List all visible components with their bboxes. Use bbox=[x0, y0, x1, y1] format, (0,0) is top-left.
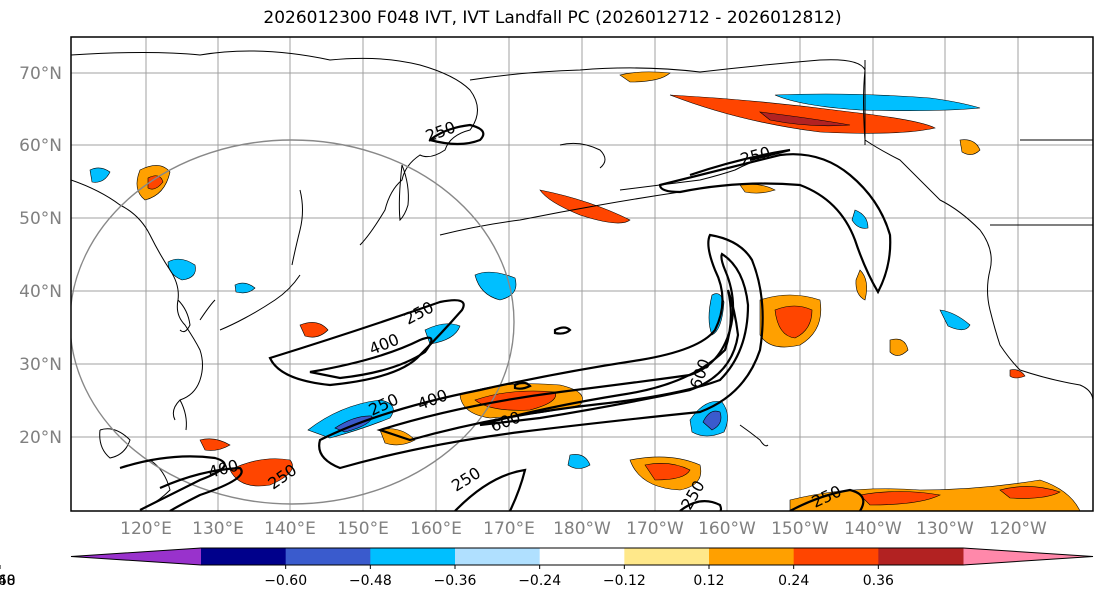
colorbar-tick-label: −0.60 bbox=[264, 573, 307, 589]
lat-tick-label: 70°N bbox=[19, 64, 62, 84]
colorbar-tick-label: 0.48 bbox=[0, 573, 16, 589]
negative-pc-field bbox=[89, 93, 981, 469]
longitude-labels: 120°E 130°E 140°E 150°E 160°E 170°E 180°W 170°W… bbox=[120, 519, 1047, 539]
lon-tick-label: 130°E bbox=[192, 519, 244, 539]
lon-tick-label: 140°E bbox=[264, 519, 316, 539]
gridlines bbox=[71, 37, 1093, 511]
lon-tick-label: 170°W bbox=[626, 519, 684, 539]
colorbar-tick-label: 0.60 bbox=[0, 573, 16, 589]
lat-tick-label: 40°N bbox=[19, 282, 62, 302]
colorbar-segment bbox=[455, 548, 541, 565]
colorbar-outline bbox=[70, 547, 1094, 566]
colorbar-segment bbox=[539, 548, 625, 565]
lon-tick-label: 120°W bbox=[989, 519, 1047, 539]
lon-tick-label: 170°E bbox=[483, 519, 535, 539]
coastlines bbox=[71, 50, 1093, 506]
latitude-labels: 70°N 60°N 50°N 40°N 30°N 20°N bbox=[19, 64, 62, 448]
colorbar-segment bbox=[285, 548, 371, 565]
lat-tick-label: 50°N bbox=[19, 209, 62, 229]
colorbar-tick-label: 0.12 bbox=[693, 573, 724, 589]
lon-tick-label: 140°W bbox=[844, 519, 902, 539]
lat-tick-label: 30°N bbox=[19, 355, 62, 375]
colorbar-extend-min bbox=[71, 548, 201, 565]
positive-pc-field bbox=[136, 71, 1081, 511]
colorbar-tick-label: −0.48 bbox=[349, 573, 392, 589]
colorbar-segment bbox=[793, 548, 879, 565]
colorbar-tick-label: 0.24 bbox=[778, 573, 809, 589]
lon-tick-label: 160°W bbox=[698, 519, 756, 539]
colorbar-segment bbox=[878, 548, 964, 565]
ivt-contours bbox=[71, 123, 892, 511]
colorbar-segment bbox=[624, 548, 710, 565]
colorbar-segment bbox=[370, 548, 456, 565]
lon-tick-label: 160°E bbox=[410, 519, 462, 539]
map-frame bbox=[70, 36, 1094, 512]
map-title: 2026012300 F048 IVT, IVT Landfall PC (20… bbox=[263, 8, 842, 28]
colorbar-extend-max bbox=[963, 548, 1093, 565]
lat-tick-label: 20°N bbox=[19, 428, 62, 448]
colorbar-tick-label: −0.24 bbox=[518, 573, 561, 589]
colorbar: −0.60 −0.48 −0.36 −0.24 −0.12 0.12 0.24 0.36 0.4… bbox=[0, 547, 1094, 589]
lon-tick-label: 150°E bbox=[337, 519, 389, 539]
colorbar-tick-label: −0.36 bbox=[434, 573, 477, 589]
colorbar-segment bbox=[709, 548, 795, 565]
colorbar-tick-label: −0.12 bbox=[603, 573, 646, 589]
lon-tick-label: 130°W bbox=[916, 519, 974, 539]
lon-tick-label: 120°E bbox=[120, 519, 172, 539]
colorbar-tick-label: 0.36 bbox=[863, 573, 894, 589]
colorbar-segment bbox=[201, 548, 287, 565]
lat-tick-label: 60°N bbox=[19, 136, 62, 156]
lon-tick-label: 180°W bbox=[553, 519, 611, 539]
lon-tick-label: 150°W bbox=[771, 519, 829, 539]
